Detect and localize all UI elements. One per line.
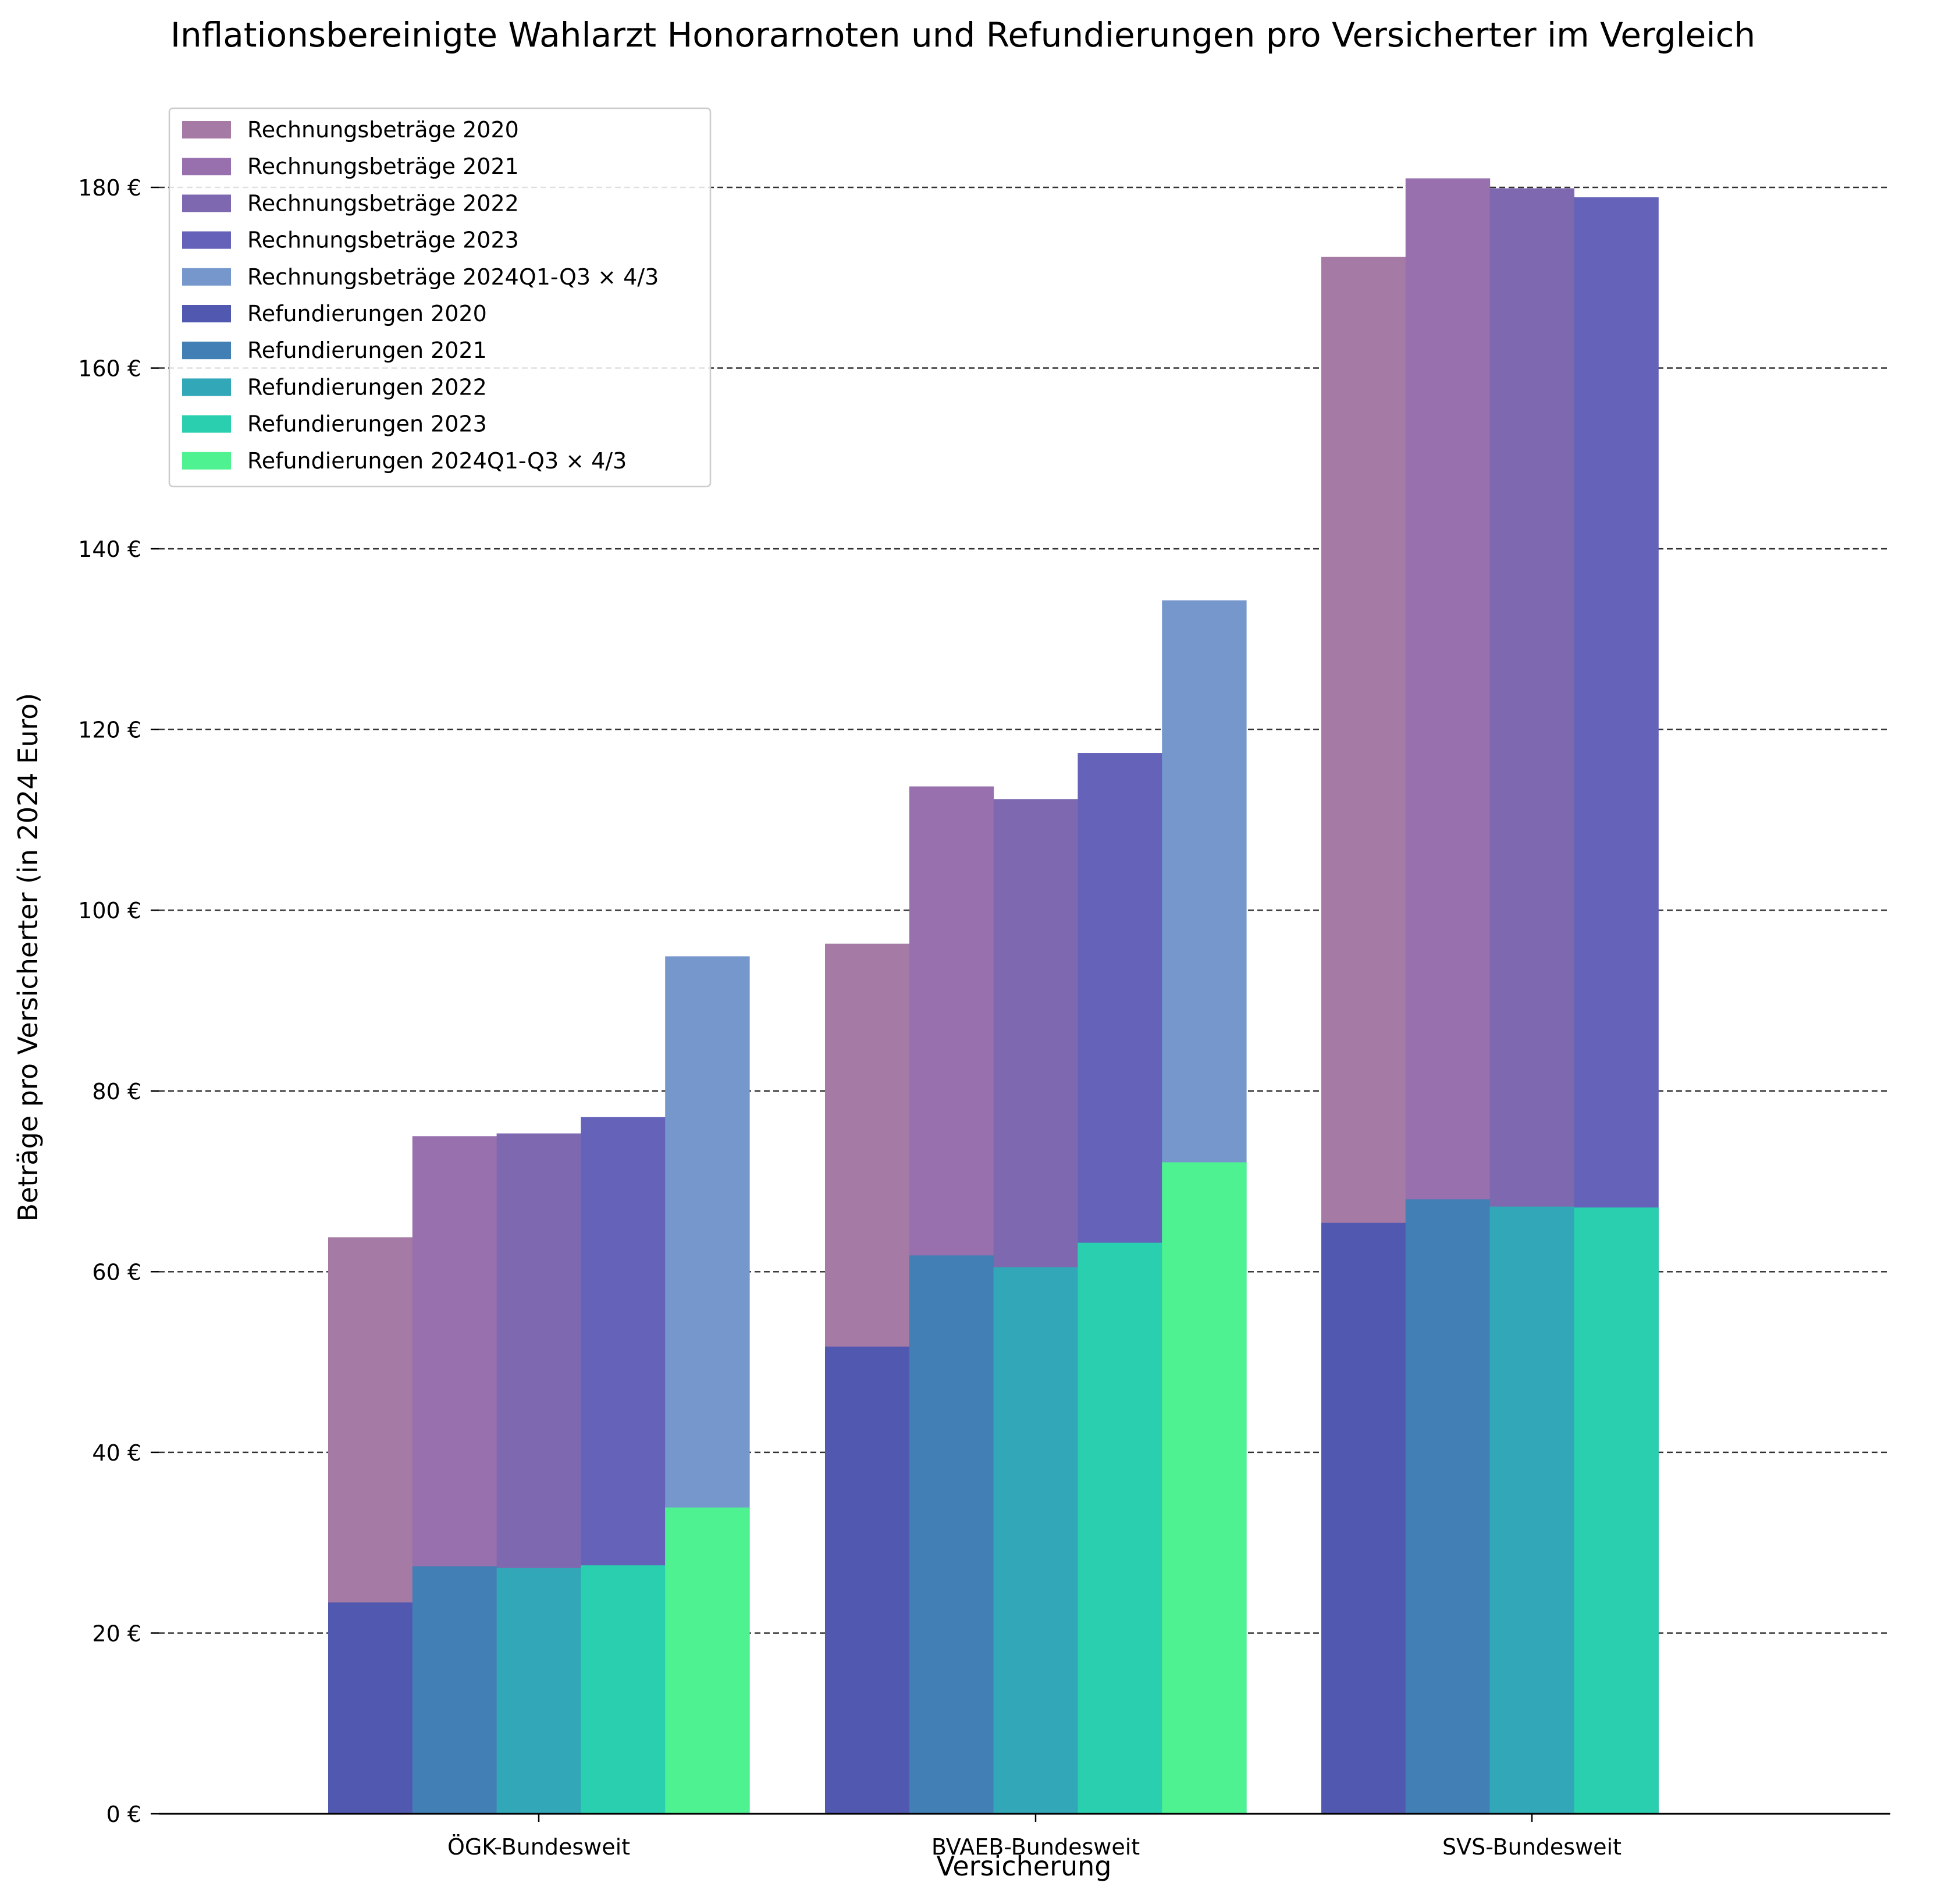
legend-swatch — [182, 158, 231, 176]
chart-title: Inflationsbereinigte Wahlarzt Honorarnot… — [170, 15, 1755, 55]
legend-entry-label: Rechnungsbeträge 2022 — [247, 190, 519, 216]
legend-entry-label: Refundierungen 2020 — [247, 301, 487, 326]
legend-swatch — [182, 378, 231, 396]
legend-swatch — [182, 305, 231, 322]
bar-refundierung — [1078, 1242, 1162, 1814]
y-tick-label: 0 € — [106, 1802, 141, 1827]
legend-entry-label: Rechnungsbeträge 2024Q1-Q3 × 4/3 — [247, 264, 659, 290]
y-tick-label: 120 € — [78, 717, 141, 743]
bar-refundierung — [909, 1255, 994, 1814]
y-tick-label: 100 € — [78, 898, 141, 923]
y-tick-label: 60 € — [92, 1259, 141, 1285]
y-axis-label: Beträge pro Versicherter (in 2024 Euro) — [12, 693, 44, 1222]
bar-refundierung — [496, 1568, 581, 1814]
legend-swatch — [182, 231, 231, 249]
x-tick-label: BVAEB-Bundesweit — [931, 1834, 1140, 1860]
legend-entry-label: Refundierungen 2024Q1-Q3 × 4/3 — [247, 448, 627, 474]
y-tick-label: 80 € — [92, 1079, 141, 1104]
legend-swatch — [182, 415, 231, 433]
bar-refundierung — [1162, 1162, 1247, 1814]
legend-entry-label: Refundierungen 2021 — [247, 338, 487, 363]
y-tick-label: 20 € — [92, 1621, 141, 1646]
legend: Rechnungsbeträge 2020 Rechnungsbeträge 20… — [168, 107, 712, 488]
x-tick-label: SVS-Bundesweit — [1442, 1834, 1622, 1860]
bar-refundierung — [825, 1347, 910, 1814]
bar-refundierung — [1321, 1223, 1406, 1814]
bar-refundierung — [665, 1507, 750, 1814]
y-tick-label: 40 € — [92, 1440, 141, 1466]
x-tick-label: ÖGK-Bundesweit — [447, 1834, 630, 1860]
bar-refundierung — [328, 1602, 413, 1814]
legend-swatch — [182, 194, 231, 212]
legend-entry-label: Rechnungsbeträge 2020 — [247, 117, 519, 143]
bar-refundierung — [1405, 1199, 1491, 1814]
bar-refundierung — [1574, 1207, 1659, 1814]
bar-refundierung — [1489, 1206, 1574, 1814]
legend-entry-label: Refundierungen 2023 — [247, 411, 487, 437]
legend-swatch — [182, 342, 231, 360]
legend-frame — [168, 107, 712, 488]
legend-entry-label: Rechnungsbeträge 2021 — [247, 154, 519, 179]
bar-refundierung — [993, 1267, 1078, 1814]
legend-entry-label: Refundierungen 2022 — [247, 374, 487, 400]
legend-swatch — [182, 268, 231, 286]
y-tick-label: 180 € — [78, 175, 141, 201]
y-tick-label: 160 € — [78, 356, 141, 382]
legend-swatch — [182, 121, 231, 138]
bar-refundierung — [581, 1565, 666, 1814]
legend-swatch — [182, 452, 231, 470]
legend-entry-label: Rechnungsbeträge 2023 — [247, 228, 519, 253]
bars — [328, 178, 1659, 1814]
bar-refundierung — [412, 1566, 497, 1814]
x-axis-label: Versicherung — [936, 1850, 1111, 1882]
y-tick-label: 140 € — [78, 537, 141, 562]
axes: 0 € 20 € 40 € 60 € 80 € 100 € 120 € 140 € 160 € 1… — [78, 175, 1890, 1860]
